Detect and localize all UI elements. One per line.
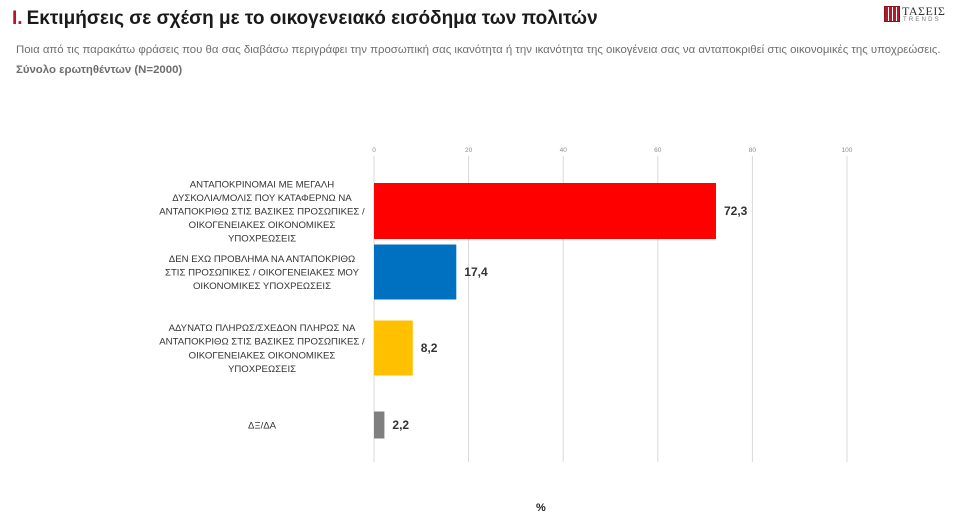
bar-3 xyxy=(374,411,385,439)
category-label-1: ΔΕΝ ΕΧΩ ΠΡΟΒΛΗΜΑ ΝΑ ΑΝΤΑΠΟΚΡΙΘΩ ΣΤΙΣ ΠΡΟΣ… xyxy=(165,254,360,292)
category-label-line: ΟΙΚΟΓΕΝΕΙΑΚΕΣ ΟΙΚΟΝΟΜΙΚΕΣ xyxy=(189,220,336,231)
category-label-line: ΑΝΤΑΠΟΚΡΙΘΩ ΣΤΙΣ ΒΑΣΙΚΕΣ ΠΡΟΣΩΠΙΚΕΣ / xyxy=(159,337,365,348)
logo-subtext: TRENDS xyxy=(903,17,941,23)
x-tick-label-100: 100 xyxy=(842,147,853,154)
x-axis-unit-label: % xyxy=(536,502,546,514)
value-label-0: 72,3 xyxy=(724,204,748,218)
question-subtitle: Ποια από τις παρακάτω φράσεις που θα σας… xyxy=(16,44,941,56)
brand-logo: ΤΑΣΕΙΣ TRENDS xyxy=(884,4,956,26)
title-number: I. xyxy=(12,8,23,29)
value-label-2: 8,2 xyxy=(421,341,438,355)
x-tick-label-80: 80 xyxy=(749,147,757,154)
category-label-line: ΔΕΝ ΕΧΩ ΠΡΟΒΛΗΜΑ ΝΑ ΑΝΤΑΠΟΚΡΙΘΩ xyxy=(169,254,355,265)
category-label-0: ΑΝΤΑΠΟΚΡΙΝΟΜΑΙ ΜΕ ΜΕΓΑΛΗ ΔΥΣΚΟΛΙΑ/ΜΟΛΙΣ Π… xyxy=(159,179,365,244)
category-label-line: ΔΥΣΚΟΛΙΑ/ΜΟΛΙΣ ΠΟΥ ΚΑΤΑΦΕΡΝΩ ΝΑ xyxy=(172,193,352,204)
bar-0 xyxy=(374,183,716,239)
logo-name: ΤΑΣΕΙΣ xyxy=(902,4,946,18)
category-label-line: ΣΤΙΣ ΠΡΟΣΩΠΙΚΕΣ / ΟΙΚΟΓΕΝΕΙΑΚΕΣ ΜΟΥ xyxy=(165,268,360,279)
x-tick-label-0: 0 xyxy=(372,147,376,154)
title-text: Εκτιμήσεις σε σχέση με το οικογενειακό ε… xyxy=(26,8,598,29)
category-label-line: ΑΝΤΑΠΟΚΡΙΘΩ ΣΤΙΣ ΒΑΣΙΚΕΣ ΠΡΟΣΩΠΙΚΕΣ / xyxy=(159,207,365,218)
value-label-3: 2,2 xyxy=(392,418,409,432)
x-tick-label-20: 20 xyxy=(465,147,473,154)
category-label-line: ΑΔΥΝΑΤΩ ΠΛΗΡΩΣ/ΣΧΕΔΟΝ ΠΛΗΡΩΣ ΝΑ xyxy=(169,323,356,334)
x-tick-label-60: 60 xyxy=(654,147,662,154)
category-label-line: ΔΞ/ΔΑ xyxy=(248,421,277,432)
bar-1 xyxy=(374,244,457,300)
category-label-3: ΔΞ/ΔΑ xyxy=(248,421,277,432)
x-tick-label-40: 40 xyxy=(560,147,568,154)
category-label-line: ΥΠΟΧΡΕΩΣΕΙΣ xyxy=(228,234,296,245)
category-label-line: ΑΝΤΑΠΟΚΡΙΝΟΜΑΙ ΜΕ ΜΕΓΑΛΗ xyxy=(190,179,334,190)
logo-mark-icon xyxy=(884,6,900,22)
category-label-2: ΑΔΥΝΑΤΩ ΠΛΗΡΩΣ/ΣΧΕΔΟΝ ΠΛΗΡΩΣ ΝΑ ΑΝΤΑΠΟΚΡΙ… xyxy=(159,323,365,375)
category-label-line: ΥΠΟΧΡΕΩΣΕΙΣ xyxy=(228,364,296,375)
bar-2 xyxy=(374,320,413,376)
category-label-line: ΟΙΚΟΓΕΝΕΙΑΚΕΣ ΟΙΚΟΝΟΜΙΚΕΣ xyxy=(189,350,336,361)
sample-size-note: Σύνολο ερωτηθέντων (N=2000) xyxy=(16,64,183,76)
category-label-line: ΟΙΚΟΝΟΜΙΚΕΣ ΥΠΟΧΡΕΩΣΕΙΣ xyxy=(193,281,331,292)
value-label-1: 17,4 xyxy=(464,265,488,279)
page-title: I. Εκτιμήσεις σε σχέση με το οικογενειακό… xyxy=(12,8,598,30)
